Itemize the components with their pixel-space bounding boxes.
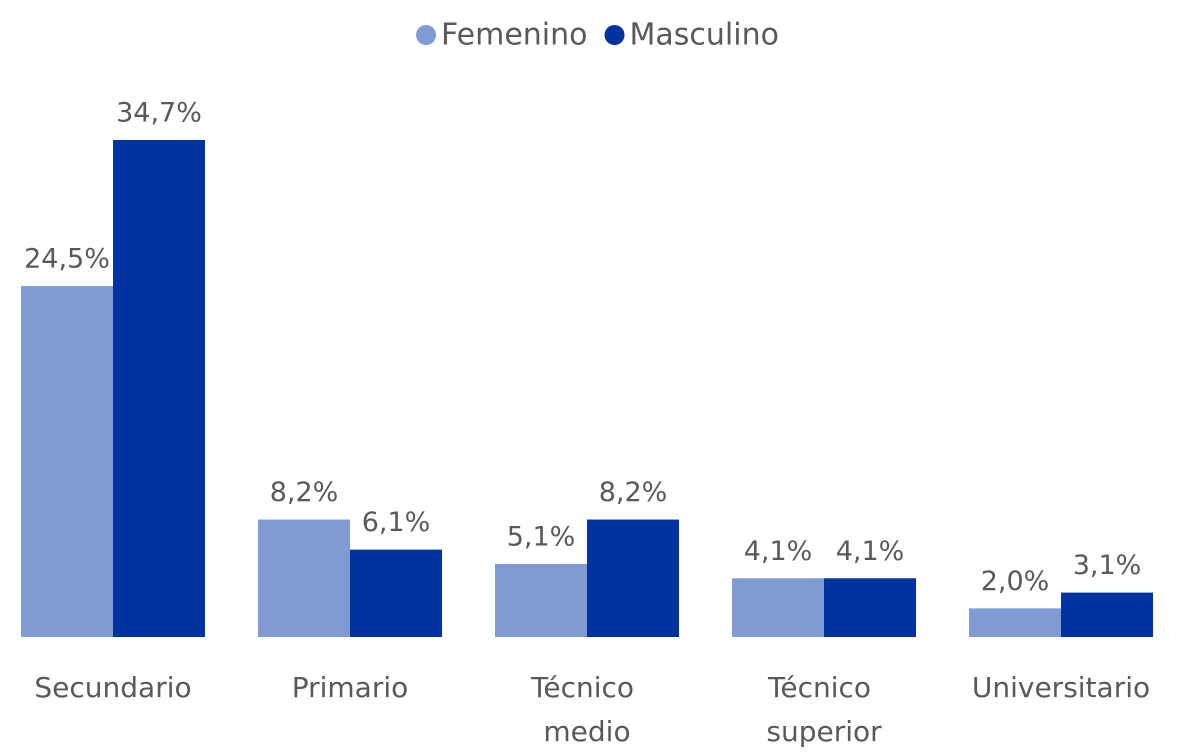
bar xyxy=(587,519,679,637)
legend-marker xyxy=(604,25,625,45)
data-label: 24,5% xyxy=(24,244,110,275)
data-label: 8,2% xyxy=(270,477,339,508)
bar xyxy=(732,578,824,637)
data-label: 4,1% xyxy=(744,536,813,567)
data-label: 3,1% xyxy=(1073,550,1142,581)
data-label: 5,1% xyxy=(507,521,576,552)
label-line: Técnico xyxy=(767,671,880,704)
legend-label: Masculino xyxy=(630,18,779,53)
bar xyxy=(21,286,113,637)
bar xyxy=(495,563,587,637)
bar xyxy=(1061,592,1153,637)
data-label: 6,1% xyxy=(362,507,431,538)
x-tick-label: Universitario xyxy=(972,671,1150,704)
bar xyxy=(113,140,205,637)
x-tick-label: Técnico medio xyxy=(530,671,643,748)
label-line: medio xyxy=(543,715,630,748)
x-tick-label: Técnico superior xyxy=(766,671,882,748)
bar xyxy=(258,519,350,637)
bar xyxy=(969,608,1061,637)
label-line: Técnico xyxy=(530,671,643,704)
bar xyxy=(824,578,916,637)
label-line: superior xyxy=(766,715,882,748)
x-tick-label: Secundario xyxy=(34,671,191,704)
bar xyxy=(350,549,442,637)
legend-label: Femenino xyxy=(441,18,587,53)
legend-marker xyxy=(416,25,437,45)
data-label: 34,7% xyxy=(116,98,202,129)
data-label: 2,0% xyxy=(981,566,1050,597)
x-tick-label: Primario xyxy=(292,671,409,704)
data-label: 4,1% xyxy=(836,536,905,567)
legend: Femenino Masculino xyxy=(416,18,779,53)
data-label: 8,2% xyxy=(599,477,668,508)
